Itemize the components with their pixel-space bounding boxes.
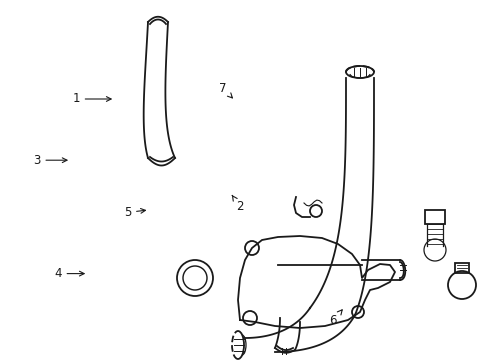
Bar <box>455 263 469 273</box>
Text: 5: 5 <box>123 206 146 219</box>
Text: 2: 2 <box>232 195 244 213</box>
Text: 3: 3 <box>33 154 67 167</box>
Text: 1: 1 <box>72 93 111 105</box>
Text: 4: 4 <box>54 267 84 280</box>
Bar <box>425 210 445 224</box>
Text: 6: 6 <box>329 310 342 327</box>
Text: 7: 7 <box>219 82 232 98</box>
